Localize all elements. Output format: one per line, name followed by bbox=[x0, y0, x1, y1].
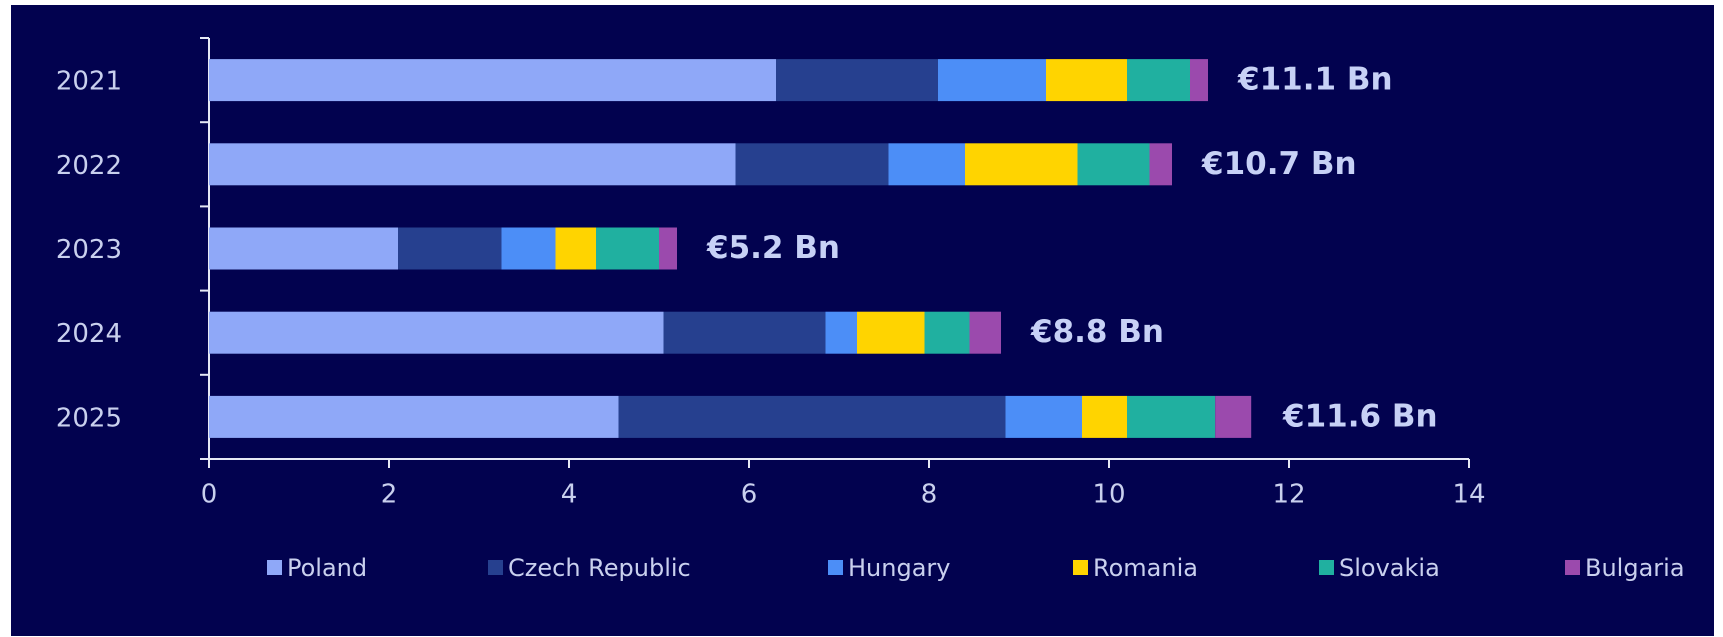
x-tick-label: 14 bbox=[1452, 480, 1485, 510]
legend-label: Slovakia bbox=[1339, 554, 1440, 582]
bar-segment bbox=[1215, 395, 1252, 438]
bar-segment bbox=[209, 59, 776, 102]
legend-swatch bbox=[1565, 560, 1580, 575]
legend-swatch bbox=[828, 560, 843, 575]
bar-segment bbox=[776, 59, 938, 102]
legend-swatch bbox=[1319, 560, 1334, 575]
legend-swatch bbox=[1073, 560, 1088, 575]
bar-segment bbox=[1127, 395, 1216, 438]
total-label: €11.1 Bn bbox=[1237, 62, 1393, 98]
y-tick-label: 2025 bbox=[56, 403, 122, 433]
legend-label: Romania bbox=[1093, 554, 1198, 582]
bar-segment bbox=[735, 143, 889, 186]
total-label: €8.8 Bn bbox=[1030, 314, 1164, 350]
bar-segment bbox=[209, 227, 398, 270]
bar-segment bbox=[1077, 143, 1150, 186]
x-tick-label: 10 bbox=[1092, 480, 1125, 510]
bar-segment bbox=[501, 227, 556, 270]
bar-segment bbox=[1046, 59, 1127, 102]
x-tick-label: 0 bbox=[201, 480, 218, 510]
bar-segment bbox=[857, 311, 925, 354]
bar-segment bbox=[888, 143, 965, 186]
bar-segment bbox=[398, 227, 502, 270]
y-tick-label: 2022 bbox=[56, 151, 122, 181]
x-tick-label: 8 bbox=[921, 480, 938, 510]
bar-segment bbox=[1127, 59, 1190, 102]
x-tick-label: 12 bbox=[1272, 480, 1305, 510]
bar-segment bbox=[1082, 395, 1127, 438]
x-tick-label: 2 bbox=[381, 480, 398, 510]
legend-label: Hungary bbox=[848, 554, 950, 582]
bar-segment bbox=[1005, 395, 1082, 438]
total-label: €11.6 Bn bbox=[1282, 398, 1438, 434]
bar-segment bbox=[209, 143, 736, 186]
legend-label: Poland bbox=[287, 554, 367, 582]
bar-segment bbox=[825, 311, 857, 354]
y-tick-label: 2021 bbox=[56, 67, 122, 97]
legend-label: Bulgaria bbox=[1585, 554, 1685, 582]
x-tick-label: 4 bbox=[561, 480, 578, 510]
bar-segment bbox=[924, 311, 970, 354]
x-tick-label: 6 bbox=[741, 480, 758, 510]
bar-segment bbox=[209, 395, 619, 438]
bar-segment bbox=[555, 227, 596, 270]
bar-segment bbox=[618, 395, 1006, 438]
total-label: €10.7 Bn bbox=[1201, 146, 1357, 182]
bar-segment bbox=[1190, 59, 1208, 102]
y-tick-label: 2023 bbox=[56, 235, 122, 265]
legend-swatch bbox=[488, 560, 503, 575]
total-label: €5.2 Bn bbox=[706, 230, 840, 266]
legend-label: Czech Republic bbox=[508, 554, 691, 582]
y-tick-label: 2024 bbox=[56, 319, 122, 349]
legend-swatch bbox=[267, 560, 282, 575]
bar-segment bbox=[663, 311, 826, 354]
bar-segment bbox=[209, 311, 664, 354]
bar-segment bbox=[965, 143, 1078, 186]
bar-segment bbox=[938, 59, 1046, 102]
bar-segment bbox=[596, 227, 659, 270]
bar-segment bbox=[1149, 143, 1172, 186]
bar-segment bbox=[969, 311, 1001, 354]
bar-segment bbox=[659, 227, 677, 270]
